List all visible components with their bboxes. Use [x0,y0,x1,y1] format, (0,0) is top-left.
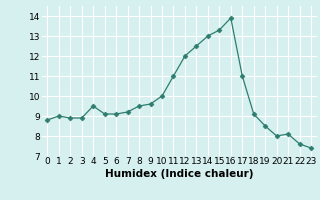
X-axis label: Humidex (Indice chaleur): Humidex (Indice chaleur) [105,169,253,179]
